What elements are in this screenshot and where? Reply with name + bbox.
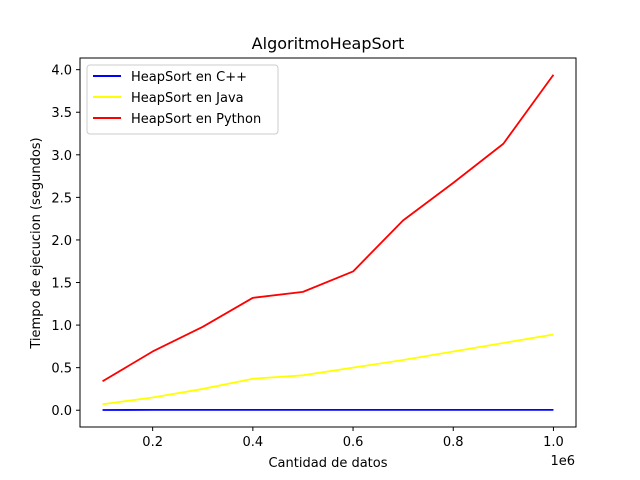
chart-title: AlgoritmoHeapSort xyxy=(252,34,405,53)
x-axis-ticks: 0.2 0.4 0.6 0.8 1.0 xyxy=(142,427,564,450)
legend: HeapSort en C++ HeapSort en Java HeapSor… xyxy=(86,64,279,135)
y-axis-label: Tiempo de ejecucion (segundos) xyxy=(29,137,44,349)
legend-label-python: HeapSort en Python xyxy=(131,112,261,127)
y-tick-label: 0.5 xyxy=(51,362,72,377)
y-tick-label: 3.5 xyxy=(51,106,72,121)
x-tick-label: 0.2 xyxy=(142,435,163,450)
y-tick-label: 1.5 xyxy=(51,277,72,292)
legend-label-cpp: HeapSort en C++ xyxy=(131,70,247,85)
x-tick-label: 0.8 xyxy=(443,435,464,450)
y-axis-ticks: 0.0 0.5 1.0 1.5 2.0 2.5 3.0 3.5 4.0 xyxy=(51,64,80,419)
x-tick-label: 1.0 xyxy=(543,435,564,450)
y-tick-label: 2.0 xyxy=(51,234,72,249)
y-tick-label: 0.0 xyxy=(51,404,72,419)
y-tick-label: 4.0 xyxy=(51,64,72,79)
legend-box xyxy=(86,64,279,135)
y-tick-label: 2.5 xyxy=(51,191,72,206)
series-line-1 xyxy=(102,333,554,406)
plot-frame xyxy=(79,57,577,428)
series-lines xyxy=(102,74,555,411)
series-line-2 xyxy=(102,74,555,383)
x-axis-label: Cantidad de datos xyxy=(268,456,387,471)
y-tick-label: 3.0 xyxy=(51,149,72,164)
x-offset-text: 1e6 xyxy=(550,454,575,469)
y-tick-label: 1.0 xyxy=(51,319,72,334)
x-tick-label: 0.4 xyxy=(243,435,264,450)
legend-label-java: HeapSort en Java xyxy=(131,91,244,106)
x-tick-label: 0.6 xyxy=(343,435,364,450)
